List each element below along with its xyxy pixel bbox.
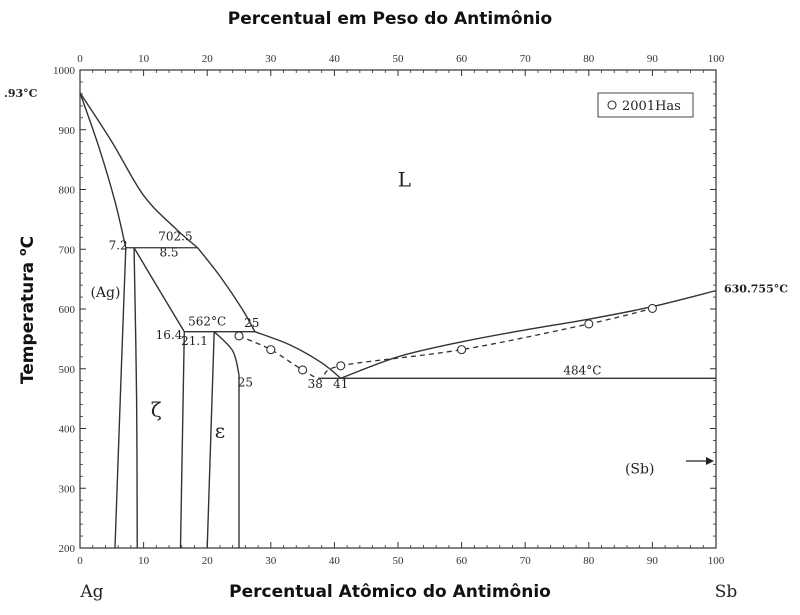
y-tick-label: 300 [59, 483, 76, 495]
axis-ticks: 0 10 20 30 40 50 60 70 80 90 1000 10 20 30 40 50 60 70 80 9… [53, 53, 725, 567]
invariant-lines [125, 247, 716, 379]
annotation-label: .93°C [4, 87, 38, 100]
x-tick-label-top: 100 [708, 53, 725, 65]
phase-boundaries [79, 92, 717, 549]
x-tick-label-bottom: 80 [583, 555, 595, 567]
annotation-label: 16.4 [156, 328, 183, 342]
x-tick-label-bottom: 30 [265, 555, 277, 567]
x-tick-label-top: 10 [138, 53, 150, 65]
boundary-zeta-left [133, 247, 138, 549]
x-tick-label-top: 60 [456, 53, 468, 65]
x-tick-label-bottom: 60 [456, 555, 468, 567]
boundary-ag-solvus [114, 247, 127, 549]
boundary-zeta-right [133, 247, 185, 333]
y-axis-label: Temperatura oC [16, 236, 38, 384]
y-axis-label-unit: C [18, 236, 38, 248]
y-axis-label-main: Temperatura [18, 256, 38, 384]
data-point [234, 331, 244, 341]
annotation-label: (Sb) [625, 461, 654, 477]
y-tick-label: 800 [59, 185, 76, 197]
x-tick-label-top: 90 [647, 53, 659, 65]
element-right-label: Sb [715, 582, 738, 602]
x-tick-label-bottom: 40 [329, 555, 341, 567]
plot-frame [79, 69, 717, 549]
data-point [266, 345, 276, 355]
annotation-label: 562°C [188, 315, 226, 329]
annotation-label: ζ [151, 398, 162, 422]
data-points [234, 303, 657, 375]
y-tick-label: 600 [59, 304, 76, 316]
boundary-solidus-ag [79, 92, 127, 248]
annotation-label: 38 [308, 377, 323, 391]
y-tick-label: 900 [59, 125, 76, 137]
annotation-label: L [398, 168, 411, 192]
boundary-zeta-right-lower [179, 331, 186, 549]
x-tick-label-bottom: 50 [393, 555, 405, 567]
data-point [584, 319, 594, 329]
x-tick-label-top: 30 [265, 53, 277, 65]
annotation-label: 484°C [563, 364, 601, 378]
data-point [298, 365, 308, 375]
x-tick-label-top: 20 [202, 53, 214, 65]
x-tick-label-bottom: 100 [708, 555, 725, 567]
annotation-label: 21.1 [181, 334, 208, 348]
boundary-liquidus-zeta [197, 247, 256, 333]
x-axis-label: Percentual Atômico do Antimônio [229, 582, 551, 602]
y-tick-label: 500 [59, 364, 76, 376]
x-tick-label-bottom: 70 [520, 555, 532, 567]
data-point [336, 361, 346, 371]
x-tick-label-bottom: 0 [77, 555, 83, 567]
legend-label: 2001Has [622, 99, 681, 114]
sb-arrow [686, 457, 714, 465]
boundary-liquidus-ag [79, 92, 199, 249]
x-tick-label-top: 0 [77, 53, 83, 65]
legend: 2001Has [597, 92, 694, 118]
x-tick-label-bottom: 10 [138, 555, 150, 567]
annotation-label: ε [215, 418, 225, 442]
y-axis-label-degree: o [16, 248, 29, 256]
x-tick-label-bottom: 20 [202, 555, 214, 567]
annotation-label: 8.5 [159, 245, 178, 259]
x-tick-label-top: 70 [520, 53, 532, 65]
annotation-label: 25 [244, 316, 259, 330]
y-tick-label: 700 [59, 244, 76, 256]
annotation-label: 41 [333, 377, 348, 391]
x-tick-label-top: 80 [583, 53, 595, 65]
annotation-label: 25 [238, 376, 253, 390]
legend-marker [607, 100, 617, 110]
annotations: 7.2 702.5 8.5 (Ag) 16.4 562°C 21.1 25 25 38 41 484°… [4, 87, 788, 477]
x-tick-label-bottom: 90 [647, 555, 659, 567]
chart-title: Percentual em Peso do Antimônio [228, 9, 552, 29]
annotation-label: 630.755°C [724, 282, 788, 295]
y-tick-label: 1000 [53, 65, 76, 77]
annotation-label: 7.2 [109, 238, 128, 252]
boundary-eps-upper [213, 331, 240, 375]
annotation-label: (Ag) [90, 285, 120, 301]
data-point [647, 303, 657, 313]
boundary-sb-liquidus [340, 289, 717, 379]
x-tick-label-top: 40 [329, 53, 341, 65]
boundary-eps-liquidus [254, 331, 342, 379]
x-tick-label-top: 50 [393, 53, 405, 65]
data-point [457, 345, 467, 355]
y-tick-label: 400 [59, 424, 76, 436]
element-left-label: Ag [79, 582, 103, 602]
y-tick-label: 200 [59, 543, 76, 555]
boundary-eps-left [206, 331, 215, 549]
annotation-label: 702.5 [158, 229, 192, 243]
